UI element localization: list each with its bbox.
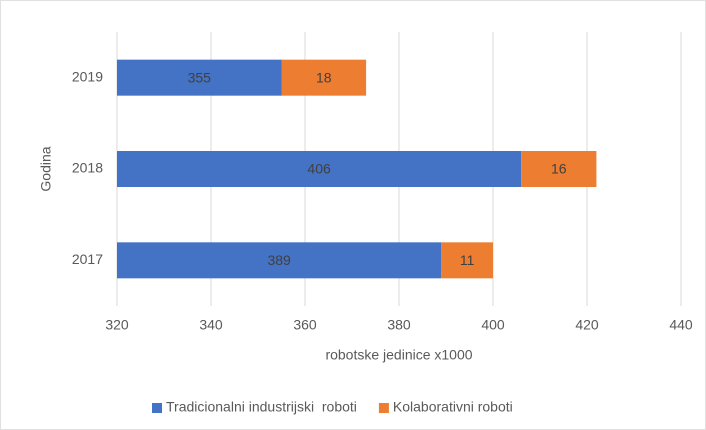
legend-label: Kolaborativni roboti — [393, 399, 513, 415]
x-tick-label: 340 — [199, 317, 223, 333]
bar-segment — [281, 59, 367, 96]
x-tick-label: 320 — [105, 317, 129, 333]
bar-segment — [117, 59, 282, 96]
data-label: 389 — [267, 252, 291, 268]
data-label: 16 — [551, 161, 567, 177]
x-axis-title: robotske jedinice x1000 — [325, 347, 472, 363]
legend-swatch — [378, 403, 389, 413]
bar-segment — [441, 242, 493, 279]
x-tick-label: 400 — [481, 317, 505, 333]
y-axis-title: Godina — [38, 146, 54, 191]
y-tick-label: 2019 — [72, 68, 103, 84]
bar-segment — [521, 151, 597, 187]
data-label: 406 — [307, 161, 331, 177]
data-label: 18 — [316, 69, 332, 85]
data-label: 11 — [460, 252, 475, 268]
x-tick-label: 440 — [669, 317, 693, 333]
bar-segment — [117, 242, 442, 279]
x-tick-label: 360 — [293, 317, 317, 333]
legend-swatch — [152, 403, 162, 413]
y-tick-label: 2017 — [72, 251, 103, 267]
data-label: 355 — [188, 69, 212, 85]
x-tick-label: 380 — [387, 317, 411, 333]
legend-label: Tradicionalni industrijski roboti — [166, 399, 357, 415]
bar-segment — [117, 151, 522, 187]
y-tick-label: 2018 — [72, 160, 103, 176]
x-tick-label: 420 — [575, 317, 599, 333]
